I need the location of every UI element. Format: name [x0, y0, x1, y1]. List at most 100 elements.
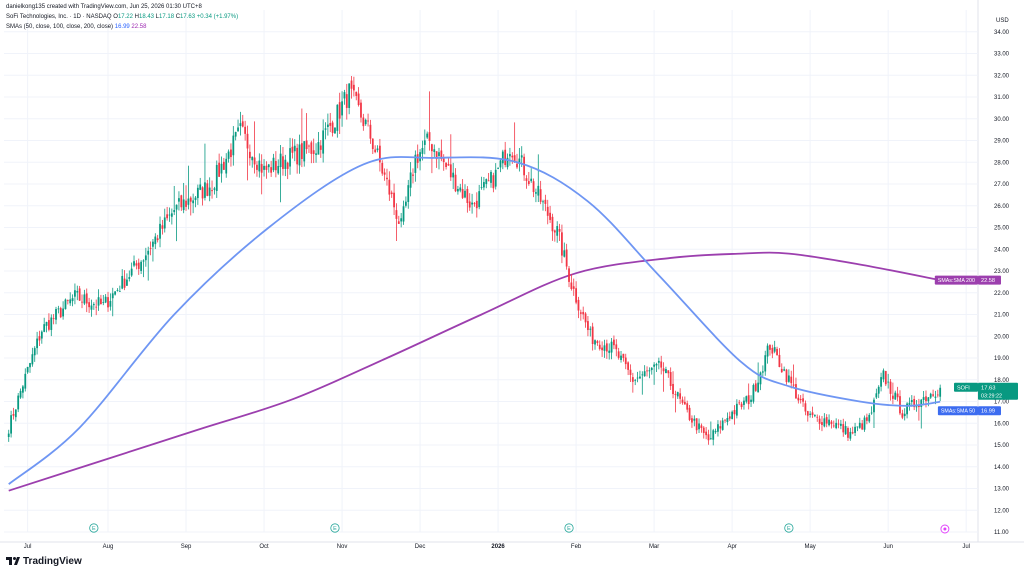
- candle: [799, 395, 802, 404]
- candle: [62, 301, 65, 320]
- tradingview-logo[interactable]: TradingView: [6, 556, 82, 567]
- candle: [428, 91, 431, 151]
- candle: [778, 348, 781, 368]
- author-line: danielkong135 created with TradingView.c…: [6, 4, 202, 10]
- candle: [835, 418, 838, 430]
- y-tick-label: 32.00: [994, 73, 1010, 79]
- candle: [369, 119, 372, 144]
- svg-text:E: E: [567, 526, 571, 532]
- candle: [341, 91, 343, 127]
- candle: [929, 392, 932, 399]
- candle: [12, 407, 15, 420]
- candle: [714, 428, 717, 434]
- ohlc-low: L17.18: [155, 14, 175, 20]
- candle: [804, 400, 807, 416]
- y-tick-label: 18.00: [994, 378, 1010, 384]
- candle: [537, 154, 540, 203]
- candle: [785, 368, 788, 385]
- candle: [662, 362, 665, 392]
- candle: [832, 420, 835, 428]
- candle: [350, 75, 353, 99]
- candle: [378, 138, 381, 172]
- candle: [936, 389, 939, 398]
- y-tick-label: 11.00: [994, 530, 1009, 536]
- candle: [610, 338, 613, 360]
- candle: [137, 258, 140, 275]
- y-tick-label: 28.00: [994, 160, 1010, 166]
- candle: [743, 397, 745, 410]
- candle: [265, 161, 268, 179]
- candle: [825, 414, 828, 428]
- sma-legend-label: SMAs (50, close, 100, close, 200, close): [6, 24, 114, 30]
- candle: [374, 145, 377, 154]
- candle: [187, 165, 190, 210]
- candle: [726, 412, 729, 426]
- candle: [357, 87, 360, 107]
- candle: [461, 179, 464, 200]
- candle: [414, 150, 417, 182]
- y-tick-label: 20.00: [994, 334, 1010, 340]
- candle: [884, 370, 887, 387]
- candle: [48, 313, 50, 332]
- time-axis[interactable]: Jul Aug Sep Oct Nov Dec 2026 Feb Mar Apr May Jun Jul: [24, 544, 970, 550]
- x-tick-label: Dec: [415, 544, 426, 550]
- y-tick-label: 17.00: [994, 400, 1010, 406]
- sma50-price-tag: SMAs:SMA 50 16.99: [937, 406, 1001, 416]
- candle: [274, 151, 277, 178]
- candle: [806, 410, 809, 422]
- candle: [364, 118, 367, 126]
- candle: [691, 415, 693, 428]
- candle: [189, 196, 192, 216]
- sma200-path: [8, 251, 941, 492]
- sma50-line: [8, 156, 941, 485]
- candle: [31, 347, 34, 367]
- candle: [152, 239, 154, 262]
- candle: [913, 395, 916, 411]
- candle: [596, 339, 599, 346]
- candle: [724, 419, 726, 423]
- candle: [605, 339, 608, 359]
- x-tick-label: Jul: [24, 544, 32, 550]
- price-axis[interactable]: USD 34.00 33.00 32.00 31.00 30.00 29.00 28.00 27…: [994, 18, 1010, 536]
- sma-legend-line[interactable]: SMAs (50, close, 100, close, 200, close)…: [6, 24, 146, 30]
- candle: [570, 274, 573, 291]
- svg-text:E: E: [787, 526, 791, 532]
- candle: [861, 419, 864, 431]
- candle: [693, 415, 696, 427]
- candle: [83, 289, 86, 306]
- candle: [480, 176, 483, 190]
- candle: [733, 405, 736, 425]
- candle: [735, 399, 738, 419]
- candle: [19, 388, 22, 399]
- candle: [532, 178, 535, 198]
- candle: [608, 343, 611, 360]
- y-tick-label: 12.00: [994, 508, 1010, 514]
- candle: [761, 365, 764, 377]
- candle: [17, 392, 20, 413]
- candle: [615, 339, 618, 357]
- candle: [263, 159, 265, 177]
- candle: [130, 262, 133, 277]
- candle: [315, 143, 317, 163]
- candle: [78, 285, 81, 301]
- candle: [407, 179, 410, 209]
- candle: [877, 385, 880, 399]
- x-tick-label: Oct: [259, 544, 269, 550]
- candle: [728, 411, 731, 421]
- candle: [175, 204, 178, 242]
- candle: [903, 408, 906, 421]
- candle: [239, 111, 242, 136]
- candle: [81, 294, 83, 309]
- candle: [513, 122, 516, 164]
- symbol-title[interactable]: SoFi Technologies, Inc. · 1D · NASDAQ: [6, 14, 112, 20]
- candle: [499, 158, 502, 173]
- candle: [601, 341, 604, 357]
- candle: [435, 151, 438, 168]
- candle: [305, 113, 308, 154]
- candle: [114, 291, 117, 296]
- candle: [535, 188, 537, 203]
- candle: [899, 390, 901, 416]
- candle: [603, 339, 606, 358]
